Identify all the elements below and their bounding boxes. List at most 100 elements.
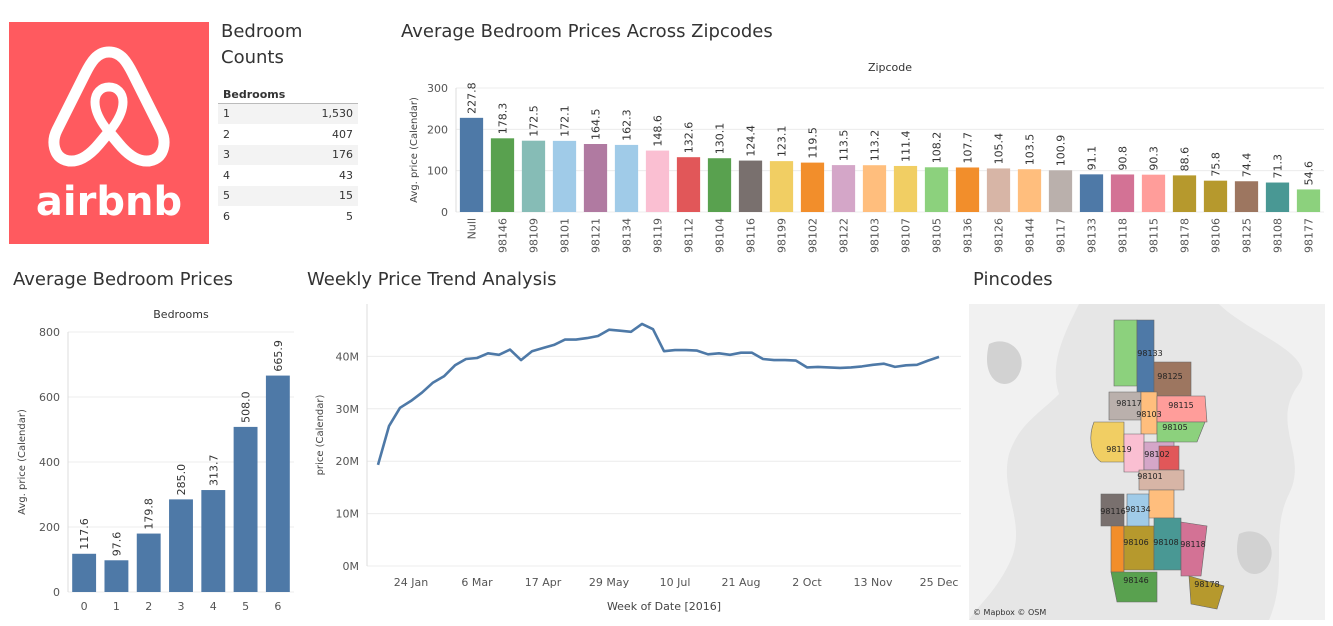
zip-bar-label: 130.1 <box>714 123 727 155</box>
zip-category-label: 98133 <box>1086 218 1099 253</box>
zip-region[interactable] <box>1110 571 1158 603</box>
zip-bar-label: 100.9 <box>1055 135 1068 167</box>
zip-bar <box>676 157 701 212</box>
weekly-chart-ytick: 20M <box>336 455 360 468</box>
bedroom-count-bedrooms: 6 <box>223 209 230 223</box>
zip-region-label: 98133 <box>1137 349 1162 358</box>
zip-region-label: 98102 <box>1144 450 1169 459</box>
zip-category-label: 98105 <box>931 218 944 253</box>
zip-region[interactable] <box>1148 489 1175 519</box>
zip-bar <box>769 161 794 212</box>
map-canvas[interactable]: 98133 98125 98117 98103 98115 98105 98119 98102… <box>969 304 1325 620</box>
bedroom-count-value: 176 <box>332 148 353 162</box>
bedroom-count-value: 407 <box>332 127 353 141</box>
zip-region-label: 98117 <box>1116 399 1141 408</box>
map-attribution: © Mapbox © OSM <box>973 608 1046 617</box>
zip-category-label: 98134 <box>621 218 634 253</box>
zip-bar <box>1048 170 1073 212</box>
zip-bar-label: 91.1 <box>1086 146 1099 171</box>
zip-category-label: 98116 <box>745 218 758 253</box>
zip-region-label: 98178 <box>1194 580 1219 589</box>
bedroom-count-value: 15 <box>339 189 353 203</box>
zip-bar-label: 162.3 <box>621 109 634 141</box>
water-area-east <box>1219 304 1325 620</box>
zip-bar-label: 105.4 <box>993 133 1006 165</box>
bedroom-category-label: 2 <box>145 600 152 613</box>
weekly-chart-xtick: 13 Nov <box>854 576 893 589</box>
zip-bar-label: 111.4 <box>900 130 913 162</box>
zip-bar-label: 113.5 <box>838 130 851 162</box>
bedroom-count-row[interactable]: 1 1,530 <box>218 104 358 125</box>
bedroom-category-label: 6 <box>274 600 281 613</box>
zip-region[interactable] <box>1110 525 1125 573</box>
zip-region[interactable] <box>1156 395 1208 423</box>
zip-bar <box>738 160 763 212</box>
bedroom-bar <box>104 560 129 592</box>
weekly-chart-xtick: 10 Jul <box>660 576 691 589</box>
zip-bar-label: 88.6 <box>1179 147 1192 172</box>
zip-region-label: 98125 <box>1157 372 1182 381</box>
bedroom-bar-label: 313.7 <box>207 455 220 487</box>
zip-category-label: 98103 <box>869 218 882 253</box>
bedroom-counts-column-header: Bedrooms <box>218 88 358 104</box>
zip-region[interactable] <box>1123 525 1155 571</box>
zip-bar <box>707 158 732 212</box>
zip-bar <box>583 144 608 212</box>
zip-bar <box>614 144 639 212</box>
bedroom-chart-ylabel: Avg. price (Calendar) <box>17 409 28 515</box>
land-patch <box>1236 531 1272 574</box>
zip-region-label: 98119 <box>1106 445 1131 454</box>
weekly-chart-xtick: 21 Aug <box>722 576 761 589</box>
zip-region[interactable] <box>1113 319 1138 387</box>
weekly-chart-xtick: 29 May <box>589 576 630 589</box>
bedroom-count-row[interactable]: 5 15 <box>218 186 358 207</box>
bedroom-count-bedrooms: 5 <box>223 189 230 203</box>
zip-region-label: 98106 <box>1123 538 1148 547</box>
zip-bar-label: 119.5 <box>807 127 820 158</box>
zip-bar <box>800 162 825 212</box>
bedroom-chart-ytick: 400 <box>39 456 60 469</box>
weekly-chart-ytick: 10M <box>336 508 360 521</box>
zip-bar-label: 172.5 <box>528 105 541 137</box>
bedroom-bar-label: 97.6 <box>110 532 123 557</box>
zip-region[interactable] <box>1188 575 1225 610</box>
weekly-chart-xlabel: Week of Date [2016] <box>607 600 721 613</box>
zip-category-label: 98199 <box>776 218 789 253</box>
bedroom-count-value: 1,530 <box>321 107 354 120</box>
zip-bar <box>1265 182 1290 212</box>
zip-region[interactable] <box>1090 421 1125 463</box>
zip-region[interactable] <box>1156 421 1206 443</box>
bedroom-count-row[interactable]: 2 407 <box>218 125 358 146</box>
bedroom-chart-header: Bedrooms <box>153 308 209 321</box>
zip-bar-label: 54.6 <box>1303 161 1316 186</box>
zip-bar <box>1141 174 1166 212</box>
zip-bar-label: 90.8 <box>1117 146 1130 171</box>
zip-region[interactable] <box>1180 521 1208 577</box>
zip-bar-label: 90.3 <box>1148 146 1161 171</box>
weekly-chart-xtick: 25 Dec <box>920 576 959 589</box>
weekly-chart-ytick: 40M <box>336 350 360 363</box>
weekly-chart-ylabel: price (Calendar) <box>315 394 326 475</box>
zip-bar-label: 107.7 <box>962 132 975 164</box>
zip-bar-label: 123.1 <box>776 126 789 158</box>
zip-region-label: 98101 <box>1137 472 1162 481</box>
zip-bar <box>1017 169 1042 212</box>
zip-category-label: 98106 <box>1210 218 1223 253</box>
bedroom-bar <box>72 553 97 592</box>
bedroom-count-row[interactable]: 3 176 <box>218 145 358 166</box>
bedroom-bar <box>136 533 161 592</box>
zip-category-label: 98108 <box>1272 218 1285 253</box>
bedroom-bar-label: 117.6 <box>78 518 91 550</box>
zip-bar <box>1203 180 1228 212</box>
zip-region[interactable] <box>1138 469 1185 491</box>
zip-category-label: 98136 <box>962 218 975 253</box>
bedroom-count-row[interactable]: 4 43 <box>218 166 358 187</box>
water-area-west <box>969 304 1079 620</box>
zip-bar <box>645 150 670 212</box>
zip-category-label: 98126 <box>993 218 1006 253</box>
zip-category-label: 98125 <box>1241 218 1254 253</box>
pincode-map[interactable]: 98133 98125 98117 98103 98115 98105 98119 98102… <box>969 304 1325 620</box>
zip-category-label: 98104 <box>714 218 727 253</box>
zip-category-label: 98115 <box>1148 218 1161 253</box>
